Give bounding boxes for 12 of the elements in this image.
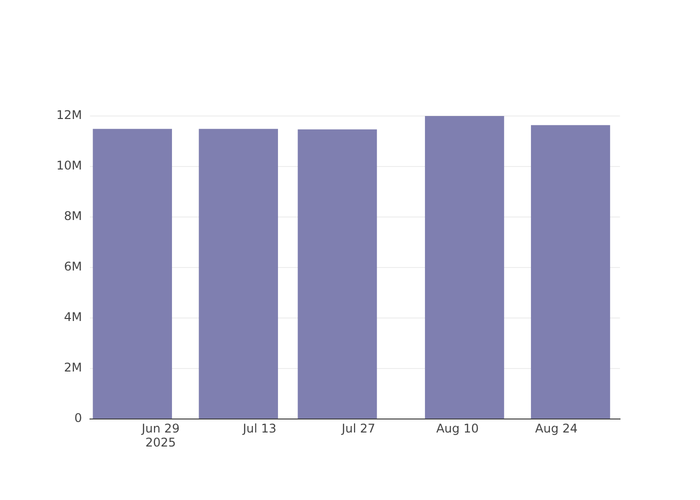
- y-tick-label: 8M: [64, 209, 82, 224]
- y-tick-label: 12M: [56, 108, 82, 122]
- x-tick-label: Jul 27: [340, 421, 376, 436]
- y-tick-label: 2M: [64, 360, 82, 375]
- x-tick-label: Aug 24: [535, 421, 578, 436]
- x-tick-label: Aug 10: [436, 421, 479, 436]
- x-tick-label: Jul 13: [242, 421, 276, 436]
- y-tick-label: 4M: [64, 310, 82, 324]
- y-tick-label: 6M: [64, 260, 82, 274]
- x-tick-label: Jun 29 2025: [140, 421, 180, 450]
- y-tick-label: 0: [74, 411, 82, 426]
- y-tick-label: 10M: [56, 158, 82, 173]
